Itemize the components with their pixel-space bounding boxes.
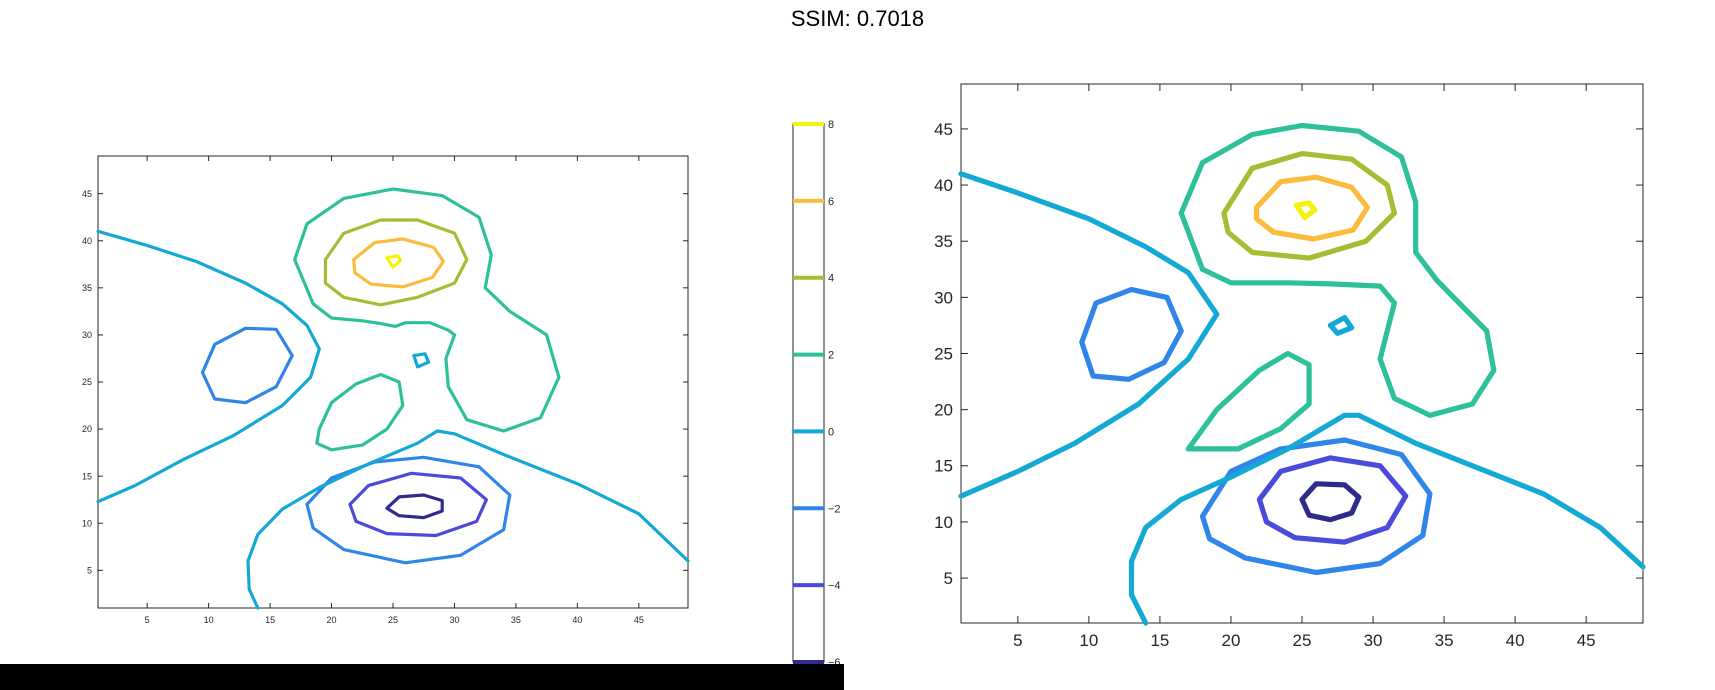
y-tick-label: 10 (934, 513, 953, 532)
y-tick-label: 45 (82, 189, 92, 199)
contour-line-level-neg6 (1299, 481, 1362, 523)
y-tick-label: 20 (934, 401, 953, 420)
contour-line-level-0 (1327, 315, 1355, 336)
page-title: SSIM: 0.7018 (790, 6, 925, 31)
contour-line-level-neg2 (1079, 286, 1184, 382)
contour-line-level-0 (246, 429, 690, 610)
colorbar-tick-label: 0 (828, 426, 834, 438)
x-tick-label: 10 (204, 615, 214, 625)
y-tick-label: 5 (87, 565, 92, 575)
x-tick-label: 5 (1013, 631, 1022, 650)
contour-line-level-2 (1178, 122, 1497, 418)
contour-line-level-4 (1221, 151, 1397, 261)
y-tick-label: 40 (934, 176, 953, 195)
y-tick-label: 25 (934, 344, 953, 363)
x-tick-label: 40 (572, 615, 582, 625)
x-tick-label: 20 (1221, 631, 1240, 650)
y-tick-label: 40 (82, 236, 92, 246)
y-tick-label: 15 (934, 457, 953, 476)
plot-area-left (97, 155, 689, 609)
x-tick-label: 30 (449, 615, 459, 625)
contour-line-level-2 (293, 187, 561, 433)
contour-line-level-0 (412, 352, 431, 369)
contour-line-level-2 (315, 372, 405, 452)
x-tick-label: 5 (145, 615, 150, 625)
chart-right: 5 10 15 20 25 30 35 40 45 5 10 15 20 25 30 35 40 45 (934, 83, 1646, 650)
y-tick-label: 20 (82, 424, 92, 434)
x-tick-label: 25 (1293, 631, 1312, 650)
contour-line-level-neg2 (1199, 437, 1433, 576)
contour-line-level-8 (1293, 200, 1318, 221)
x-tick-label: 45 (634, 615, 644, 625)
contour-line-level-neg2 (200, 326, 294, 405)
x-tick-label: 25 (388, 615, 398, 625)
contour-line-level-0 (96, 229, 321, 504)
y-tick-label: 10 (82, 518, 92, 528)
y-tick-label: 30 (934, 288, 953, 307)
y-tick-label: 35 (934, 232, 953, 251)
colorbar-tick-label: −2 (828, 503, 841, 515)
colorbar-tick-label: 6 (828, 196, 834, 208)
bottom-black-bar (0, 664, 844, 690)
y-tick-label: 5 (944, 569, 953, 588)
colorbar-tick-label: 2 (828, 350, 834, 362)
y-tick-label: 25 (82, 377, 92, 387)
x-tick-label: 15 (1150, 631, 1169, 650)
contour-line-level-neg4 (348, 471, 488, 538)
contour-line-level-0 (1128, 412, 1646, 626)
colorbar-tick-label: −4 (828, 580, 841, 592)
contour-line-level-6 (1253, 174, 1370, 242)
x-tick-label: 45 (1577, 631, 1596, 650)
contour-line-level-4 (323, 218, 469, 307)
colorbar-tick-label: 8 (828, 119, 834, 131)
y-tick-label: 30 (82, 330, 92, 340)
y-tick-label: 45 (934, 120, 953, 139)
y-tick-label: 15 (82, 471, 92, 481)
x-tick-label: 35 (1435, 631, 1454, 650)
contour-line-level-0 (958, 171, 1220, 499)
plot-area-right (960, 83, 1644, 624)
colorbar-tick-label: 4 (828, 273, 834, 285)
contour-line-level-neg4 (1256, 455, 1409, 545)
x-tick-label: 20 (327, 615, 337, 625)
x-tick-label: 35 (511, 615, 521, 625)
contour-line-level-6 (352, 237, 445, 289)
x-tick-label: 30 (1364, 631, 1383, 650)
x-tick-label: 10 (1079, 631, 1098, 650)
x-tick-label: 40 (1506, 631, 1525, 650)
colorbar-box (792, 123, 825, 663)
chart-left: 5 10 15 20 25 30 35 40 45 5 10 15 20 25 30 35 40 45 (82, 155, 690, 625)
contour-line-level-neg6 (385, 493, 444, 520)
contour-line-level-2 (1185, 350, 1312, 452)
contour-line-level-8 (385, 254, 402, 269)
x-tick-label: 15 (265, 615, 275, 625)
y-tick-label: 35 (82, 283, 92, 293)
